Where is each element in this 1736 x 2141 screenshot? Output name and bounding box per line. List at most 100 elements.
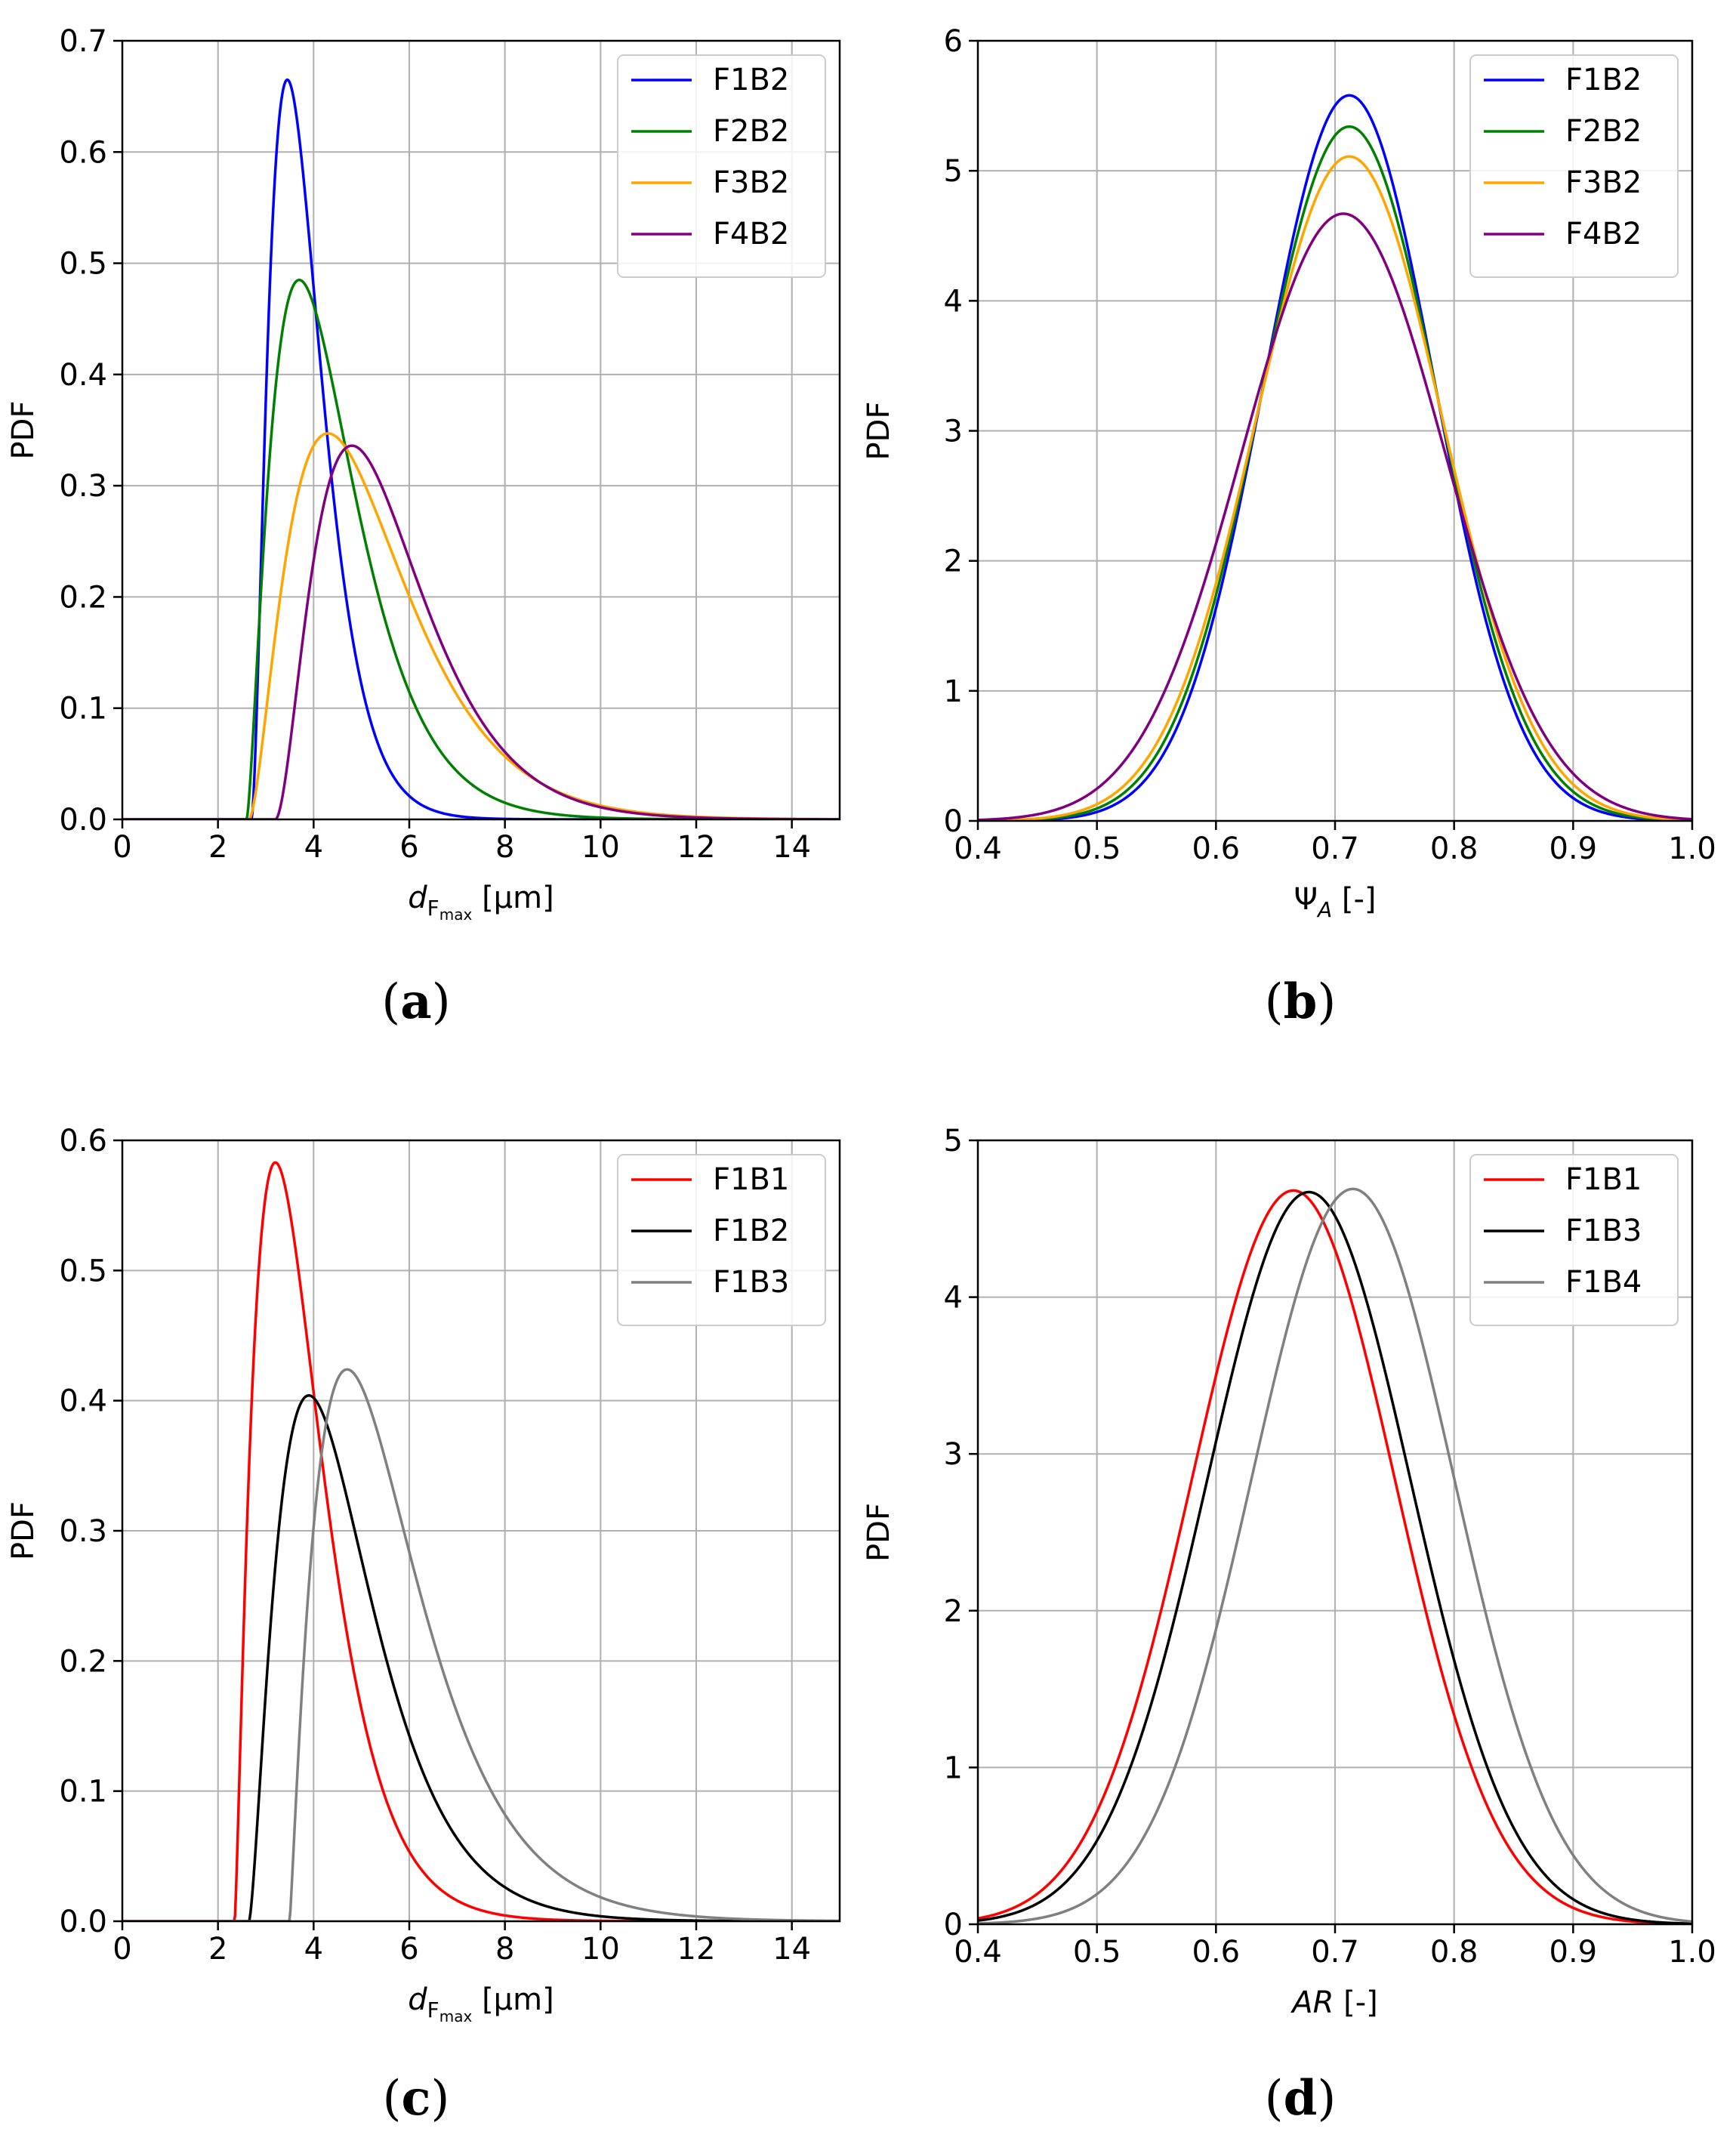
panel-caption: (c) [383, 2070, 450, 2127]
panel-caption: (d) [1265, 2070, 1337, 2127]
series-line-f1b3 [978, 1190, 1692, 1924]
series-line-f1b3 [122, 1368, 840, 1921]
legend: F1B1 F1B2 F1B3 [617, 1154, 826, 1326]
x-axis-symbol: d [408, 881, 427, 915]
legend-box [617, 54, 826, 278]
legend: F1B2 F2B2 F3B2 F4B2 [617, 54, 826, 278]
y-tick-label: 0.4 [59, 358, 107, 393]
x-tick-label: 0.9 [1549, 831, 1598, 866]
y-tick-label: 2 [944, 1594, 963, 1629]
y-axis-label: PDF [6, 1501, 41, 1560]
chart-panel-b: 0.4 0.5 0.6 0.7 0.8 0.9 1.0 0 1 2 3 4 5 6 PDF ΨA [-] F1B… [862, 24, 1716, 1030]
x-tick-label: 2 [208, 1932, 227, 1967]
x-tick-label: 6 [399, 1932, 418, 1967]
legend-label-f3b2: F3B2 [713, 165, 789, 200]
x-tick-label: 0.8 [1430, 831, 1479, 866]
y-tick-label: 0.3 [59, 469, 107, 504]
x-tick-label: 0.9 [1549, 1935, 1598, 1970]
y-tick-label: 0.6 [59, 135, 107, 170]
x-tick-label: 4 [304, 830, 323, 865]
legend-label-f1b4: F1B4 [1565, 1265, 1642, 1300]
panel-caption: (a) [381, 973, 450, 1030]
x-tick-label: 0.4 [954, 831, 1002, 866]
x-axis-label: dFmax [µm] [408, 881, 553, 924]
y-tick-label: 0.2 [59, 580, 107, 615]
x-tick-label: 0.4 [954, 1935, 1002, 1970]
series-line-f3b2 [978, 155, 1692, 821]
x-tick-label: 2 [208, 830, 227, 865]
x-tick-label: 0.5 [1073, 1935, 1121, 1970]
series-line-f1b2 [122, 1394, 840, 1921]
series-line-f1b4 [978, 1187, 1692, 1924]
y-tick-label: 4 [944, 1281, 963, 1316]
axes-frame [121, 39, 841, 821]
x-axis-subscript: A [1316, 897, 1332, 922]
legend-box [1469, 54, 1679, 278]
y-tick-label: 1 [944, 674, 963, 709]
y-tick-label: 0.1 [59, 692, 107, 727]
series-line-f2b2 [978, 125, 1692, 821]
x-axis-unit: [µm] [472, 881, 553, 915]
x-tick-label: 0 [113, 830, 131, 865]
x-tick-label: 0.5 [1073, 831, 1121, 866]
legend-label-f2b2: F2B2 [1565, 114, 1642, 149]
y-tick-label: 0.5 [59, 247, 107, 282]
legend-label-f2b2: F2B2 [713, 114, 789, 149]
y-axis-label: PDF [6, 401, 41, 460]
legend-label-f3b2: F3B2 [1565, 165, 1642, 200]
y-tick-label: 0.7 [59, 24, 107, 59]
y-tick-label: 0.5 [59, 1254, 107, 1288]
series-line-f1b2 [978, 94, 1692, 821]
x-tick-label: 14 [772, 830, 811, 865]
y-tick-label: 4 [944, 284, 963, 319]
x-axis-label: ΨA [-] [1294, 882, 1377, 922]
y-tick-label: 0.2 [59, 1644, 107, 1679]
series-lines [978, 1187, 1692, 1924]
legend-label-f1b2: F1B2 [1565, 63, 1642, 97]
x-axis-unit: [-] [1332, 882, 1376, 917]
y-tick-label: 3 [944, 415, 963, 449]
y-tick-label: 3 [944, 1437, 963, 1472]
x-tick-label: 8 [495, 830, 514, 865]
y-tick-label: 5 [944, 1124, 963, 1158]
series-lines [978, 94, 1692, 821]
series-line-f3b2 [122, 432, 840, 819]
x-axis-subsubscript: max [439, 2007, 473, 2025]
series-line-f4b2 [978, 212, 1692, 821]
y-axis-label: PDF [862, 402, 896, 461]
x-tick-label: 0.6 [1192, 831, 1241, 866]
x-tick-label: 1.0 [1668, 831, 1716, 866]
legend-label-f1b1: F1B1 [713, 1162, 789, 1197]
y-tick-label: 0.6 [59, 1124, 107, 1158]
y-tick-label: 0.0 [59, 1905, 107, 1939]
legend-label-f1b2: F1B2 [713, 63, 789, 97]
y-tick-label: 0.4 [59, 1384, 107, 1419]
x-axis-unit: [-] [1334, 1985, 1377, 2020]
x-axis-label: AR [-] [1290, 1985, 1378, 2020]
chart-panel-a: 0 2 4 6 8 10 12 140.00.10.20.30.40.50.60.7PDFdF… [6, 24, 841, 1030]
x-tick-label: 12 [677, 830, 716, 865]
legend: F1B2 F2B2 F3B2 F4B2 [1469, 54, 1679, 278]
legend-label-f4b2: F4B2 [1565, 217, 1642, 251]
x-axis-unit: [µm] [472, 1982, 553, 2017]
series-line-f1b1 [978, 1189, 1692, 1924]
x-tick-label: 1.0 [1668, 1935, 1716, 1970]
x-axis-subscript: F [427, 1998, 439, 2022]
x-tick-label: 12 [677, 1932, 716, 1967]
y-tick-label: 0.1 [59, 1775, 107, 1809]
x-tick-label: 10 [581, 1932, 620, 1967]
x-tick-label: 0.8 [1430, 1935, 1479, 1970]
x-tick-label: 4 [304, 1932, 323, 1967]
y-tick-label: 6 [944, 24, 963, 59]
x-axis-label: dFmax [µm] [408, 1982, 553, 2025]
series-line-f2b2 [122, 278, 840, 819]
y-tick-label: 0.0 [59, 803, 107, 838]
y-tick-label: 0 [944, 804, 963, 839]
x-tick-label: 0.6 [1192, 1935, 1241, 1970]
x-tick-label: 14 [772, 1932, 811, 1967]
x-axis-symbol: AR [1290, 1985, 1334, 2020]
legend-label-f1b3: F1B3 [713, 1265, 789, 1300]
x-axis-subsubscript: max [439, 905, 473, 924]
x-tick-label: 10 [581, 830, 620, 865]
